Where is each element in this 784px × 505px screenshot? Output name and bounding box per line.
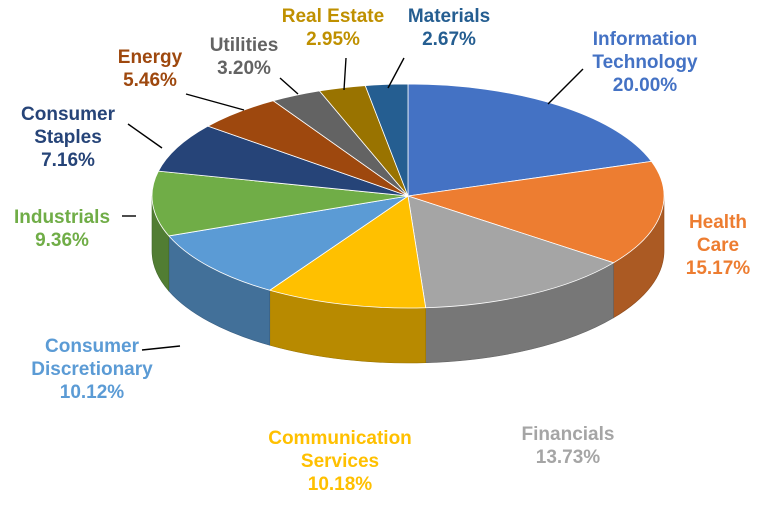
slice-value-health-care: 15.17% [686,258,751,279]
slice-name-line: Consumer [21,104,116,125]
slice-name-line: Consumer [45,336,140,357]
leader-line-layer [122,57,584,351]
leader-line-consumer-discretionary [141,345,181,351]
slice-name-line: Information [593,29,698,50]
leader-line-consumer-staples [127,123,163,149]
slice-name-line: Communication [268,428,412,449]
slice-name-line: Energy [118,47,183,68]
slice-label-information-technology: Information Technology 20.00% [592,29,698,96]
slice-name-line: Utilities [210,35,279,56]
slice-label-communication-services: Communication Services 10.18% [268,428,412,495]
leader-line-utilities [279,77,299,95]
slice-value-real-estate: 2.95% [306,29,360,50]
slice-name-line: Health [689,212,747,233]
leader-line-materials [387,57,405,89]
slice-name-line: Materials [408,6,490,27]
slice-label-utilities: Utilities 3.20% [210,35,279,79]
pie-slice-materials [364,83,409,197]
pie-slice-financials [407,195,614,309]
pie-slice-consumer-discretionary [168,195,409,291]
slice-label-energy: Energy 5.46% [118,47,183,91]
slice-name-line: Financials [522,424,615,445]
slice-value-information-technology: 20.00% [613,75,678,96]
slice-name-line: Staples [34,127,102,148]
slice-label-consumer-staples: Consumer Staples 7.16% [21,104,116,171]
slice-value-consumer-staples: 7.16% [41,150,95,171]
pie-slice-consumer-staples [157,125,409,197]
slice-name-line: Care [697,235,739,256]
slice-value-industrials: 9.36% [35,230,89,251]
slice-value-materials: 2.67% [422,29,476,50]
pie-slice-communication-services [269,195,427,309]
slice-label-financials: Financials 13.73% [522,424,615,468]
slice-value-energy: 5.46% [123,70,177,91]
slice-value-financials: 13.73% [536,447,601,468]
slice-label-real-estate: Real Estate 2.95% [282,6,384,50]
pie-slice-information-technology [407,83,652,197]
leader-line-energy [185,93,245,111]
slice-value-utilities: 3.20% [217,58,271,79]
slice-label-consumer-discretionary: Consumer Discretionary 10.12% [31,336,153,403]
pie-slice-industrials [151,170,409,237]
slice-name-line: Real Estate [282,6,384,27]
slice-value-consumer-discretionary: 10.12% [60,382,125,403]
label-layer: Information Technology 20.00% Health Care 15.… [14,6,750,495]
pie-side-layer [151,195,665,364]
slice-name-line: Services [301,451,379,472]
slice-label-materials: Materials 2.67% [408,6,490,50]
slice-name-line: Discretionary [31,359,153,380]
pie-top-layer [151,83,665,309]
slice-value-communication-services: 10.18% [308,474,373,495]
slice-name-line: Technology [592,52,698,73]
pie-slice-health-care [407,160,665,264]
slice-label-health-care: Health Care 15.17% [686,212,751,279]
leader-line-information-technology [547,68,584,105]
slice-label-industrials: Industrials 9.36% [14,207,110,251]
leader-line-real-estate [343,57,347,91]
slice-name-line: Industrials [14,207,110,228]
